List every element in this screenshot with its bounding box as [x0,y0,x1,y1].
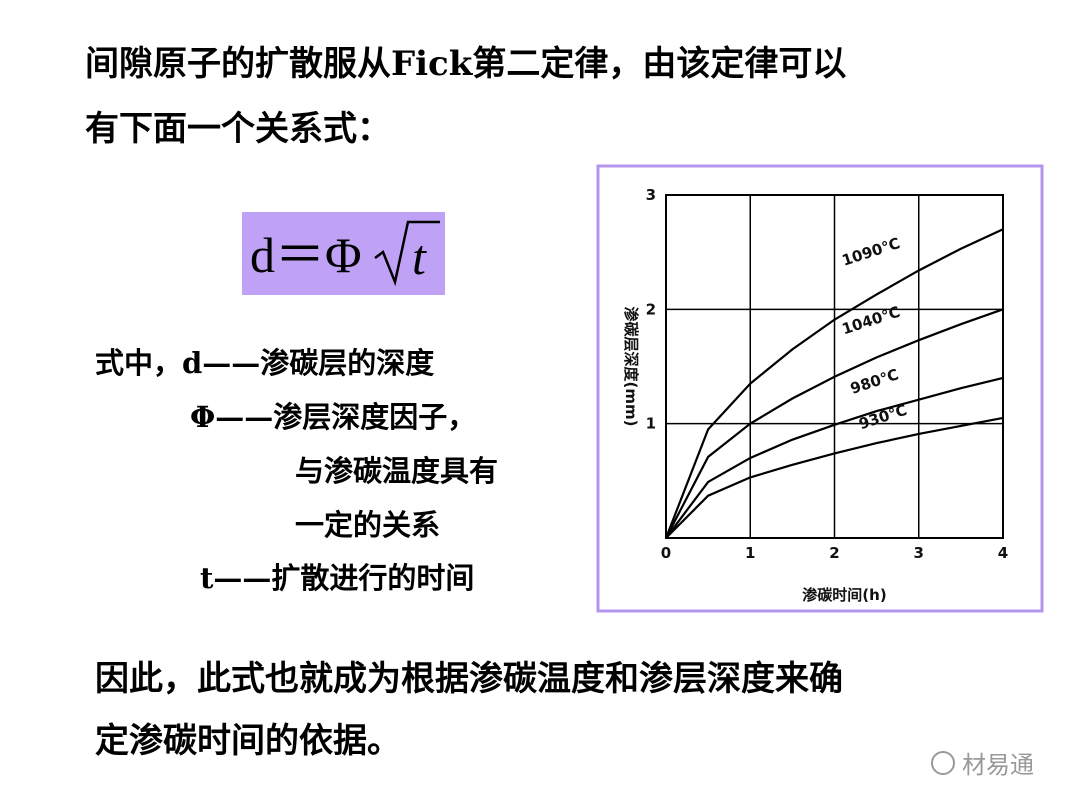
data-line [665,416,1004,539]
definition: t——扩散进行的时间 [200,561,474,595]
watermark: 材易通 [962,751,1034,779]
formula-box [242,212,445,295]
data-line [665,308,1004,539]
x-tick-label: 2 [829,544,839,562]
definition: Φ——渗层深度因子， [190,400,476,434]
formula: d＝Φ [250,227,362,283]
x-tick-label: 0 [661,544,671,562]
x-tick-label: 3 [914,544,924,562]
definition: 式中，d——渗碳层的深度 [95,346,434,380]
radical-sign [374,220,440,287]
x-axis-label: 渗碳时间(h) [802,586,886,604]
conclusion: 因此，此式也就成为根据渗碳温度和渗层深度来确 [95,659,843,699]
x-tick-label: 4 [998,544,1008,562]
y-tick-label: 1 [646,415,656,433]
formula: t [412,229,427,285]
x-tick-label: 1 [745,544,755,562]
heading: 有下面一个关系式： [85,109,391,149]
watermark-icon [931,751,955,775]
data-line [665,376,1004,539]
conclusion: 定渗碳时间的依据。 [95,721,401,761]
data-line [664,228,1004,539]
y-axis-label: 渗碳层深度(mm) [622,307,640,427]
heading: 间隙原子的扩散服从Fick第二定律，由该定律可以 [85,44,846,84]
definition: 一定的关系 [295,508,440,542]
definition: 与渗碳温度具有 [295,454,498,488]
y-tick-label: 3 [646,186,656,204]
y-tick-label: 2 [646,300,656,318]
chart-frame [596,164,1044,613]
